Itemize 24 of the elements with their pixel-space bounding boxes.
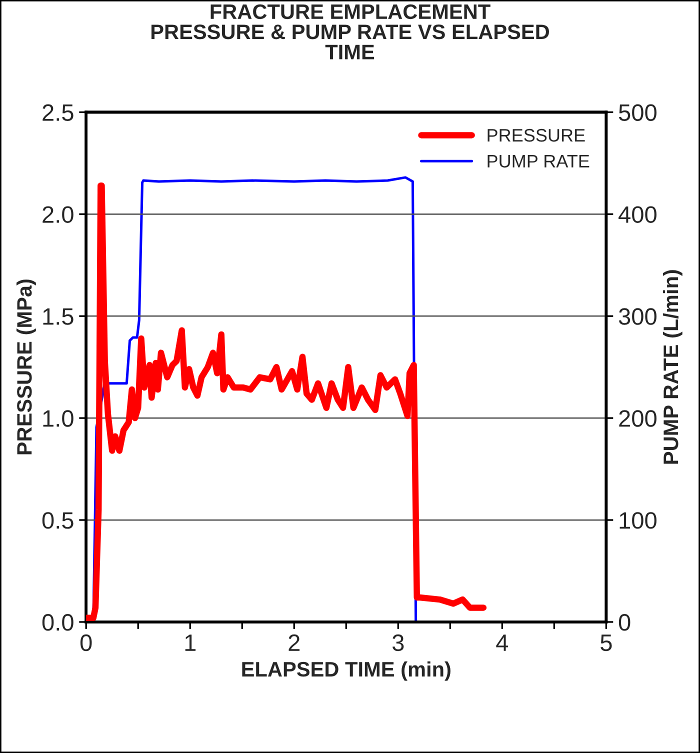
- y-tick-label: 1.5: [43, 308, 74, 325]
- y2-tick-label: 0: [618, 614, 630, 631]
- y2-tick-label: 100: [620, 512, 656, 529]
- x-tick-label: 2: [288, 634, 300, 651]
- x-axis-title: ELAPSED TIME (min): [242, 661, 450, 681]
- x-tick-label: 3: [392, 634, 404, 652]
- chart-title: FRACTURE EMPLACEMENT PRESSURE & PUMP RATE VS ELAPSED TIME: [151, 4, 550, 60]
- y2-tick-label: 400: [618, 206, 656, 223]
- legend-label: PUMP RATE: [488, 154, 590, 168]
- y-axis-title: PRESSURE (MPa): [16, 280, 36, 454]
- legend-label: PRESSURE: [488, 128, 585, 142]
- x-tick-label: 4: [496, 634, 508, 651]
- y2-tick-label: 200: [619, 410, 656, 427]
- y-tick-label: 2.5: [42, 104, 74, 121]
- y2-tick-label: 300: [618, 308, 656, 325]
- y-tick-label: 0.0: [42, 614, 74, 631]
- x-tick-label: 5: [600, 634, 612, 652]
- y-tick-label: 0.5: [42, 512, 74, 529]
- y2-tick-label: 500: [618, 104, 656, 121]
- y-tick-label: 1.0: [43, 410, 74, 427]
- y2-axis-title: PUMP RATE (L/min): [662, 270, 682, 464]
- y-tick-label: 2.0: [42, 206, 74, 223]
- x-tick-label: 0: [80, 634, 92, 652]
- x-tick-label: 1: [185, 634, 196, 651]
